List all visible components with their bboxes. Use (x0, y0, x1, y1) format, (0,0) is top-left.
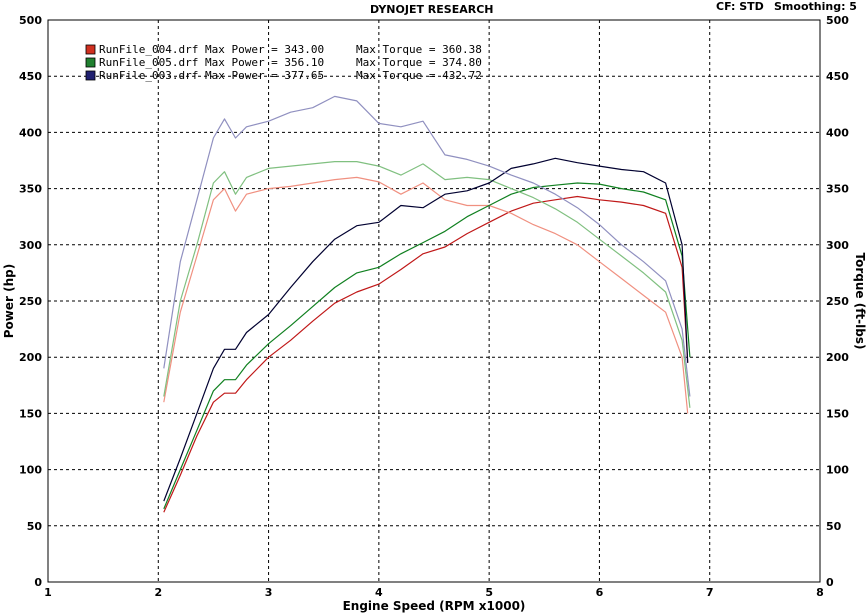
y2-tick-label: 350 (826, 183, 849, 196)
y-tick-label: 0 (34, 576, 42, 589)
chart-title: DYNOJET RESEARCH (370, 3, 494, 16)
y-tick-label: 150 (19, 407, 42, 420)
series-line-power (163, 195, 689, 513)
y-tick-label: 350 (19, 183, 42, 196)
series-line-torque (163, 95, 691, 397)
series-line-torque (163, 176, 689, 414)
legend-swatch (85, 57, 96, 68)
legend-swatch (85, 44, 96, 55)
series-line-torque (163, 161, 691, 408)
series-lines (163, 95, 691, 513)
cf-label: CF: STD (716, 0, 764, 13)
series-line-power (163, 157, 689, 502)
y2-tick-label: 450 (826, 70, 849, 83)
legend-run-power: RunFile_003.drf Max Power = 377.65 (99, 69, 324, 82)
legend-run-power: RunFile_004.drf Max Power = 343.00 (99, 43, 324, 56)
y-tick-label: 100 (19, 464, 42, 477)
x-axis-label: Engine Speed (RPM x1000) (343, 599, 526, 613)
legend-run-power: RunFile_005.drf Max Power = 356.10 (99, 56, 324, 69)
grid-lines (48, 20, 820, 582)
legend: RunFile_004.drf Max Power = 343.00 Max To… (85, 43, 482, 82)
y2-tick-label: 0 (826, 576, 834, 589)
y-tick-label: 200 (19, 351, 42, 364)
y2-tick-label: 250 (826, 295, 849, 308)
x-tick-label: 5 (485, 586, 493, 599)
y2-tick-label: 200 (826, 351, 849, 364)
legend-swatch (85, 70, 96, 81)
x-tick-label: 3 (265, 586, 273, 599)
x-tick-label: 6 (596, 586, 604, 599)
y-tick-label: 450 (19, 70, 42, 83)
smoothing-label: Smoothing: 5 (774, 0, 857, 13)
y2-tick-label: 500 (826, 14, 849, 27)
x-tick-label: 8 (816, 586, 824, 599)
legend-run-torque: Max Torque = 360.38 (356, 43, 482, 56)
y2-tick-label: 400 (826, 126, 849, 139)
y-tick-label: 50 (27, 520, 43, 533)
y2-tick-label: 100 (826, 464, 849, 477)
x-tick-label: 1 (44, 586, 52, 599)
y-tick-label: 250 (19, 295, 42, 308)
y-tick-label: 300 (19, 239, 42, 252)
y-tick-label: 500 (19, 14, 42, 27)
series-line-power (163, 182, 691, 510)
x-tick-label: 7 (706, 586, 714, 599)
legend-run-torque: Max Torque = 374.80 (356, 56, 482, 69)
legend-run-torque: Max Torque = 432.72 (356, 69, 482, 82)
y-tick-label: 400 (19, 126, 42, 139)
y-axis-label: Power (hp) (2, 264, 16, 338)
x-tick-label: 2 (154, 586, 162, 599)
y2-tick-label: 50 (826, 520, 842, 533)
axis-ticks: 1 2 3 4 5 6 7 805010015020025030035040045050005… (19, 14, 849, 599)
y2-tick-label: 300 (826, 239, 849, 252)
y2-tick-label: 150 (826, 407, 849, 420)
x-tick-label: 4 (375, 586, 383, 599)
y2-axis-label: Torque (ft-lbs) (853, 253, 867, 350)
